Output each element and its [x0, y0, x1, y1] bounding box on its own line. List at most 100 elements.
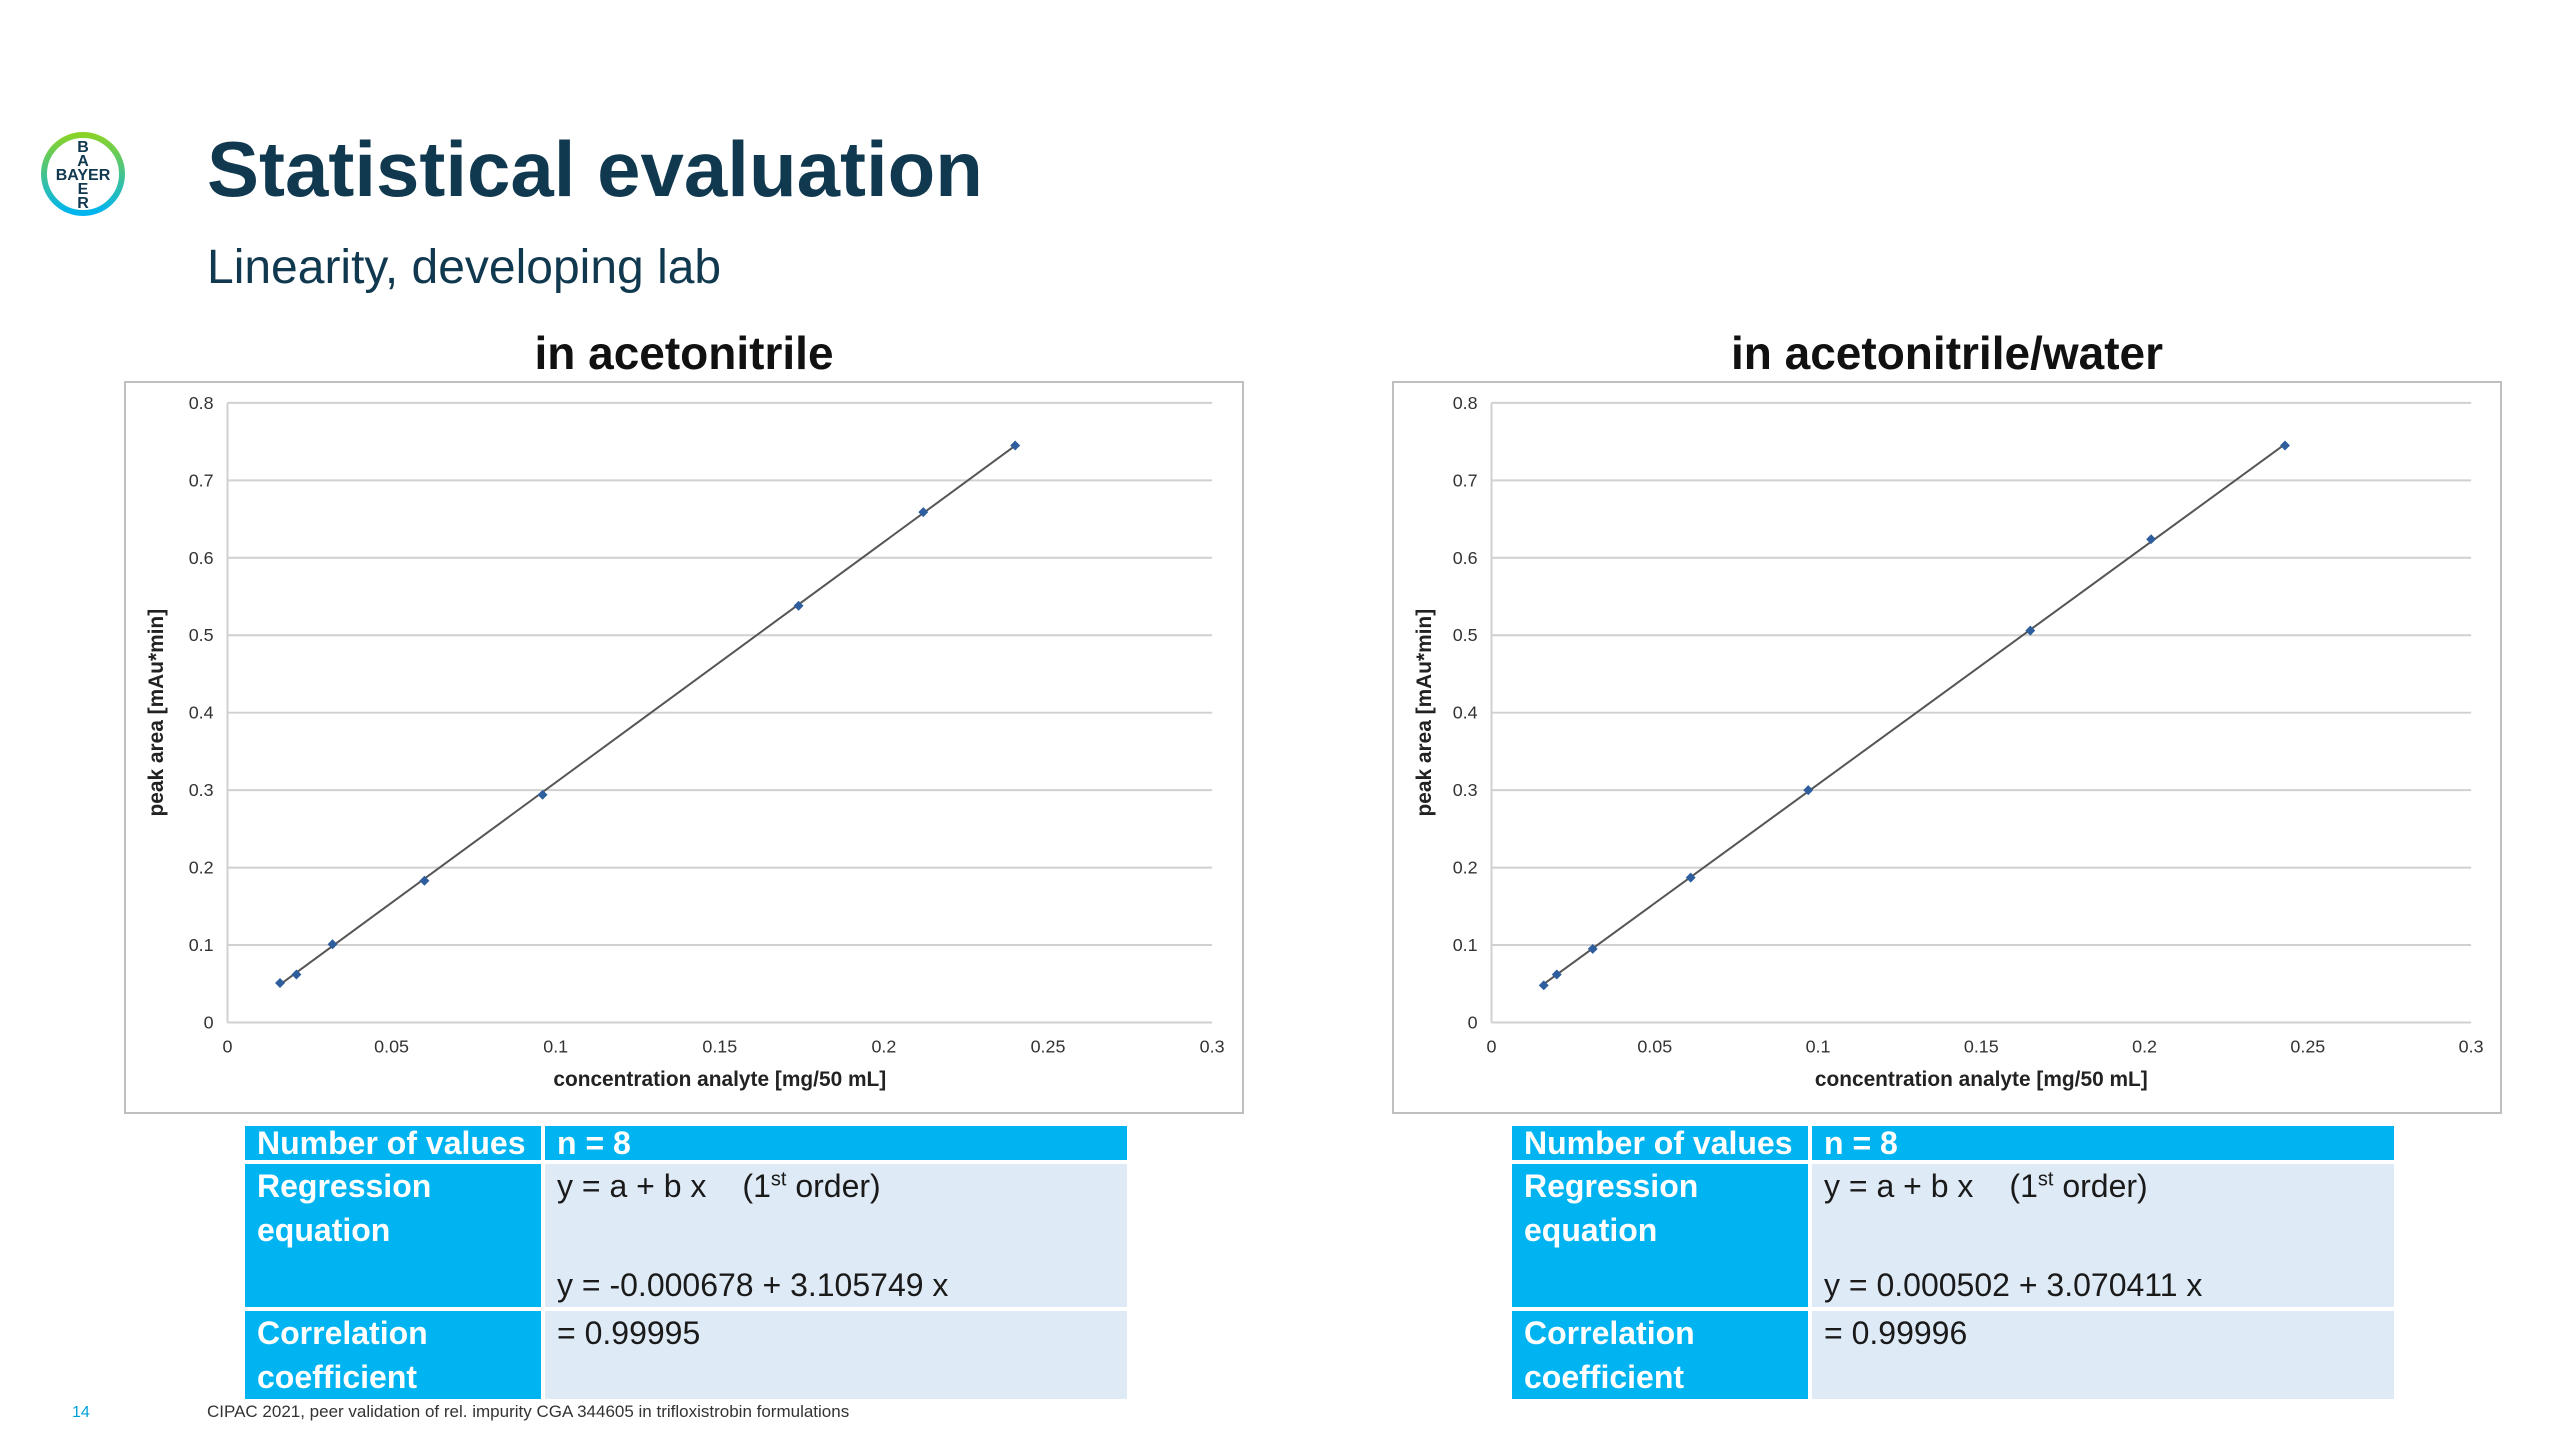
x-tick-label: 0.15: [1964, 1036, 1999, 1056]
x-tick-label: 0.1: [1806, 1036, 1831, 1056]
footer-citation: CIPAC 2021, peer validation of rel. impu…: [207, 1402, 850, 1421]
table-row: Correlation coefficient = 0.99996: [1510, 1309, 2396, 1401]
x-tick-label: 0.3: [2459, 1036, 2484, 1056]
order-suffix: order): [2053, 1168, 2148, 1204]
table-row: Correlation coefficient = 0.99995: [243, 1309, 1129, 1401]
trendline: [1543, 443, 2286, 985]
x-tick-label: 0.2: [2132, 1036, 2157, 1056]
regression-label-line1: Regression: [257, 1168, 432, 1204]
regression-label: Regression equation: [1510, 1162, 1810, 1309]
count-value: n = 8: [543, 1124, 1129, 1162]
order-suffix: order): [786, 1168, 881, 1204]
chart-title-left: in acetonitrile: [534, 327, 834, 379]
data-point: [2025, 625, 2036, 636]
x-tick-label: 0.05: [1637, 1036, 1672, 1056]
chart-acetonitrile-water: 0 0.1 0.2 0.3 0.4 0.5 0.6 0.7 0.8 0 0.05 0.1 0.15 0.2…: [1392, 381, 2502, 1114]
regression-value: y = a + b x (1st order) y = 0.000502 + 3.…: [1810, 1162, 2396, 1309]
table-row: Regression equation y = a + b x (1st orde…: [1510, 1162, 2396, 1309]
y-tick-label: 0.4: [189, 703, 214, 723]
y-tick-label: 0.1: [1453, 935, 1478, 955]
y-tick-label: 0.8: [1453, 393, 1478, 413]
order-text: (1: [742, 1168, 771, 1204]
model-formula: y = a + b x: [1824, 1168, 1974, 1204]
page-title: Statistical evaluation: [207, 125, 983, 213]
chart-acetonitrile: 0 0.1 0.2 0.3 0.4 0.5 0.6 0.7 0.8 0 0.05 0.1 0.15 0.2…: [124, 381, 1244, 1114]
y-tick-label: 0.4: [1453, 703, 1478, 723]
data-point: [1551, 969, 1562, 980]
regression-label-line2: equation: [1524, 1212, 1658, 1248]
data-point: [537, 789, 548, 800]
x-tick-label: 0.25: [2290, 1036, 2325, 1056]
correlation-label-line2: coefficient: [1524, 1359, 1685, 1395]
stats-table-left: Number of values n = 8 Regression equati…: [243, 1124, 1129, 1401]
y-tick-label: 0.5: [1453, 625, 1478, 645]
table-row: Number of values n = 8: [243, 1124, 1129, 1162]
trendline: [279, 444, 1016, 986]
correlation-label: Correlation coefficient: [1510, 1309, 1810, 1401]
regression-equation: y = 0.000502 + 3.070411 x: [1824, 1267, 2203, 1303]
y-tick-label: 0: [204, 1012, 214, 1032]
correlation-label-line2: coefficient: [257, 1359, 418, 1395]
y-tick-label: 0.1: [189, 935, 214, 955]
y-tick-label: 0.3: [189, 780, 214, 800]
x-tick-label: 0: [223, 1036, 233, 1056]
svg-text:B: B: [77, 139, 89, 156]
y-axis-title: peak area [mAu*min]: [1413, 609, 1436, 817]
count-value: n = 8: [1810, 1124, 2396, 1162]
correlation-label: Correlation coefficient: [243, 1309, 543, 1401]
page-number: 14: [72, 1404, 90, 1421]
y-tick-label: 0.6: [189, 548, 214, 568]
y-tick-label: 0.8: [189, 393, 214, 413]
stats-table-right: Number of values n = 8 Regression equati…: [1510, 1124, 2396, 1401]
y-axis-title: peak area [mAu*min]: [145, 609, 168, 817]
x-tick-label: 0.25: [1031, 1036, 1066, 1056]
logo-horizontal-text: BAYER: [56, 167, 111, 184]
chart-svg: 0 0.1 0.2 0.3 0.4 0.5 0.6 0.7 0.8 0 0.05 0.1 0.15 0.2…: [1413, 393, 2484, 1091]
x-axis-title: concentration analyte [mg/50 mL]: [553, 1068, 886, 1091]
x-axis-title: concentration analyte [mg/50 mL]: [1815, 1068, 2148, 1091]
order-superscript: st: [2037, 1168, 2054, 1191]
svg-text:E: E: [78, 181, 89, 198]
x-tick-label: 0.05: [374, 1036, 409, 1056]
correlation-value: = 0.99996: [1810, 1309, 2396, 1401]
svg-text:R: R: [77, 195, 89, 212]
data-point: [291, 969, 302, 980]
model-formula: y = a + b x: [557, 1168, 707, 1204]
y-tick-label: 0.7: [1453, 470, 1478, 490]
chart-svg: 0 0.1 0.2 0.3 0.4 0.5 0.6 0.7 0.8 0 0.05 0.1 0.15 0.2…: [145, 393, 1225, 1091]
y-tick-label: 0.6: [1453, 548, 1478, 568]
data-point: [2146, 534, 2157, 545]
y-tick-label: 0.5: [189, 625, 214, 645]
y-tick-label: 0.3: [1453, 780, 1478, 800]
regression-equation: y = -0.000678 + 3.105749 x: [557, 1267, 949, 1303]
data-point: [2280, 440, 2290, 451]
order-superscript: st: [770, 1168, 787, 1191]
count-label: Number of values: [1510, 1124, 1810, 1162]
correlation-value: = 0.99995: [543, 1309, 1129, 1401]
x-tick-label: 0.2: [871, 1036, 896, 1056]
bayer-logo: BAYER B A E R: [40, 131, 126, 217]
y-tick-label: 0: [1468, 1012, 1478, 1032]
x-tick-label: 0.3: [1200, 1036, 1225, 1056]
count-label: Number of values: [243, 1124, 543, 1162]
y-tick-label: 0.2: [1453, 858, 1478, 878]
correlation-label-line1: Correlation: [257, 1315, 428, 1351]
y-tick-label: 0.2: [189, 858, 214, 878]
data-point: [327, 939, 338, 950]
bayer-cross-logo-icon: BAYER B A E R: [41, 132, 125, 216]
data-point: [275, 978, 285, 988]
svg-text:A: A: [77, 153, 89, 170]
x-tick-label: 0: [1487, 1036, 1497, 1056]
table-row: Number of values n = 8: [1510, 1124, 2396, 1162]
chart-title-right: in acetonitrile/water: [1730, 327, 2163, 379]
x-tick-label: 0.15: [702, 1036, 737, 1056]
regression-value: y = a + b x (1st order) y = -0.000678 + 3…: [543, 1162, 1129, 1309]
regression-label-line1: Regression: [1524, 1168, 1699, 1204]
correlation-label-line1: Correlation: [1524, 1315, 1695, 1351]
regression-label: Regression equation: [243, 1162, 543, 1309]
table-row: Regression equation y = a + b x (1st orde…: [243, 1162, 1129, 1309]
data-point: [419, 875, 430, 886]
page-subtitle: Linearity, developing lab: [207, 241, 722, 294]
x-tick-label: 0.1: [543, 1036, 568, 1056]
y-tick-label: 0.7: [189, 470, 214, 490]
